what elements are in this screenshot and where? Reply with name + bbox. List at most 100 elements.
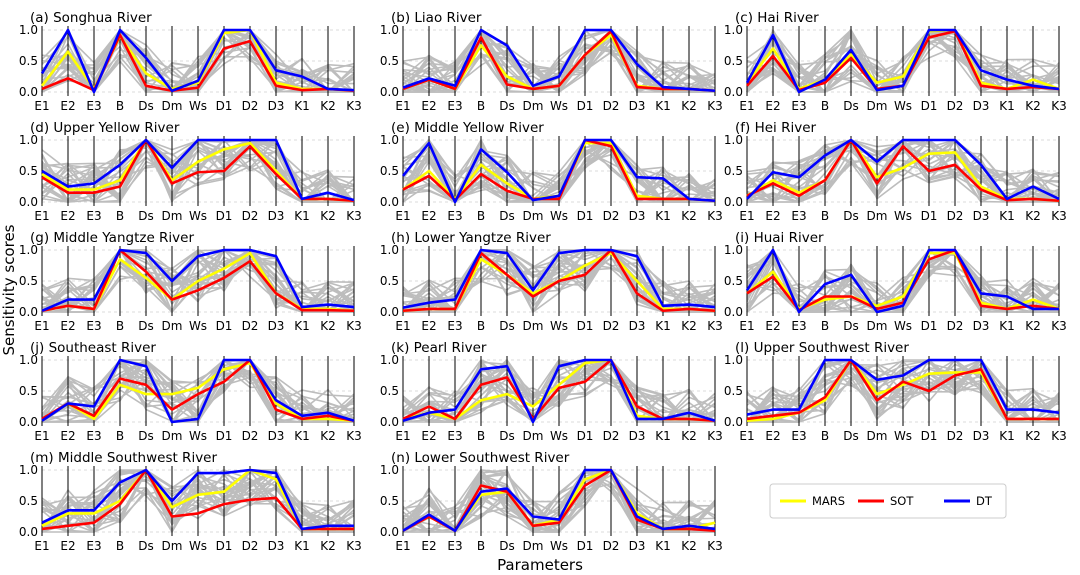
x-tick-label-E2: E2 <box>765 319 780 333</box>
legend-item-sot: SOT <box>858 494 914 508</box>
x-tick-label-E1: E1 <box>739 429 754 443</box>
x-tick-label-K3: K3 <box>346 209 362 223</box>
x-tick-label-Dm: Dm <box>867 99 888 113</box>
x-tick-label-E1: E1 <box>34 539 49 553</box>
x-tick-label-K1: K1 <box>294 539 310 553</box>
x-tick-label-K1: K1 <box>294 209 310 223</box>
x-tick-label-Ds: Ds <box>499 209 515 223</box>
x-tick-label-Ws: Ws <box>894 429 912 443</box>
x-tick-label-B: B <box>477 99 485 113</box>
y-tick-label: 0.5 <box>380 54 399 68</box>
x-tick-label-E3: E3 <box>86 429 101 443</box>
x-tick-label-Dm: Dm <box>867 319 888 333</box>
x-tick-label-B: B <box>116 429 124 443</box>
y-tick-label: 1.0 <box>380 243 399 257</box>
panel-2: 0.0 0.5 1.0 E1 E2 E3 B Ds Dm Ws D1 D2 D3 K1 K2 K3 (c) Ha… <box>724 10 1067 113</box>
x-tick-label-K2: K2 <box>1025 99 1041 113</box>
y-tick-label: 0.5 <box>19 494 38 508</box>
panel-8: 0.0 0.5 1.0 E1 E2 E3 B Ds Dm Ws D1 D2 D3 K1 K2 K3 (i) Hu… <box>724 230 1067 333</box>
y-tick-label: 0.0 <box>19 415 38 429</box>
x-tick-label-D3: D3 <box>973 429 990 443</box>
x-tick-label-E2: E2 <box>60 429 75 443</box>
x-tick-label-K3: K3 <box>1051 429 1067 443</box>
y-tick-label: 0.5 <box>19 164 38 178</box>
x-tick-label-K3: K3 <box>707 209 723 223</box>
panel-0: 0.0 0.5 1.0 E1 E2 E3 B Ds Dm Ws D1 D2 D3 K1 K2 K3 (a) So… <box>19 10 362 113</box>
series-line-dt <box>41 138 355 202</box>
panel-title: (d) Upper Yellow River <box>30 120 180 136</box>
x-tick-label-Ws: Ws <box>189 319 207 333</box>
y-tick-label: 0.5 <box>19 54 38 68</box>
x-tick-label-K3: K3 <box>707 429 723 443</box>
panel-title: (b) Liao River <box>391 10 482 26</box>
x-tick-label-D3: D3 <box>973 209 990 223</box>
x-tick-label-E1: E1 <box>395 99 410 113</box>
x-tick-label-K2: K2 <box>681 539 697 553</box>
x-tick-label-D2: D2 <box>947 319 964 333</box>
x-tick-label-K1: K1 <box>999 99 1015 113</box>
x-tick-label-K1: K1 <box>999 429 1015 443</box>
x-tick-label-Ws: Ws <box>550 319 568 333</box>
x-tick-label-B: B <box>477 539 485 553</box>
x-tick-label-K3: K3 <box>707 319 723 333</box>
x-tick-label-K1: K1 <box>294 319 310 333</box>
x-tick-label-Dm: Dm <box>162 319 183 333</box>
series-line-dt <box>41 468 354 531</box>
x-tick-label-E3: E3 <box>447 429 462 443</box>
y-tick-label: 0.5 <box>724 164 743 178</box>
x-tick-label-Dm: Dm <box>523 99 544 113</box>
x-tick-label-Ds: Ds <box>499 99 515 113</box>
x-tick-label-K2: K2 <box>681 209 697 223</box>
x-tick-label-B: B <box>116 209 124 223</box>
x-tick-label-K2: K2 <box>320 209 336 223</box>
series-line-dt <box>745 248 1059 314</box>
y-tick-label: 0.0 <box>19 195 38 209</box>
panel-4: 0.0 0.5 1.0 E1 E2 E3 B Ds Dm Ws D1 D2 D3 K1 K2 K3 (e) Mi… <box>380 120 723 223</box>
y-axis-label: Sensitivity scores <box>0 224 18 355</box>
y-tick-label: 0.0 <box>19 85 38 99</box>
x-tick-label-D1: D1 <box>921 429 938 443</box>
y-tick-label: 1.0 <box>724 243 743 257</box>
series-line-dt <box>402 358 716 424</box>
panel-11: 0.0 0.5 1.0 E1 E2 E3 B Ds Dm Ws D1 D2 D3 K1 K2 K3 (l) Up… <box>724 340 1067 443</box>
y-tick-label: 1.0 <box>380 133 399 147</box>
series-line-dt <box>401 138 716 204</box>
panel-title: (c) Hai River <box>735 10 819 26</box>
x-tick-label-Ws: Ws <box>189 539 207 553</box>
x-tick-label-K1: K1 <box>294 429 310 443</box>
x-tick-label-K2: K2 <box>320 99 336 113</box>
x-tick-label-D1: D1 <box>216 429 233 443</box>
panel-6: 0.0 0.5 1.0 E1 E2 E3 B Ds Dm Ws D1 D2 D3 K1 K2 K3 (g) Mi… <box>19 230 362 333</box>
x-tick-label-Ws: Ws <box>550 209 568 223</box>
x-tick-label-E3: E3 <box>791 429 806 443</box>
y-tick-label: 0.5 <box>724 274 743 288</box>
x-tick-label-K3: K3 <box>1051 319 1067 333</box>
x-tick-label-Ws: Ws <box>189 429 207 443</box>
x-tick-label-E1: E1 <box>739 99 754 113</box>
x-tick-label-Ws: Ws <box>894 209 912 223</box>
x-tick-label-E2: E2 <box>60 319 75 333</box>
x-tick-label-Dm: Dm <box>523 539 544 553</box>
y-tick-label: 1.0 <box>380 463 399 477</box>
legend-item-dt: DT <box>944 494 993 508</box>
series-line-sot <box>402 29 716 93</box>
y-tick-label: 0.0 <box>724 415 743 429</box>
x-tick-label-K3: K3 <box>346 99 362 113</box>
x-tick-label-B: B <box>116 99 124 113</box>
x-tick-label-E1: E1 <box>34 429 49 443</box>
x-tick-label-K3: K3 <box>346 539 362 553</box>
x-tick-label-D1: D1 <box>921 99 938 113</box>
x-tick-label-E3: E3 <box>86 99 101 113</box>
x-tick-label-D3: D3 <box>268 209 285 223</box>
x-tick-label-Dm: Dm <box>523 319 544 333</box>
y-tick-label: 0.5 <box>19 274 38 288</box>
x-tick-label-E1: E1 <box>395 539 410 553</box>
x-tick-label-Dm: Dm <box>162 209 183 223</box>
x-tick-label-D1: D1 <box>577 99 594 113</box>
y-tick-label: 1.0 <box>724 133 743 147</box>
y-tick-label: 0.0 <box>724 195 743 209</box>
x-tick-label-D1: D1 <box>577 209 594 223</box>
series-line-sot <box>746 358 1059 421</box>
x-tick-label-K1: K1 <box>655 209 671 223</box>
